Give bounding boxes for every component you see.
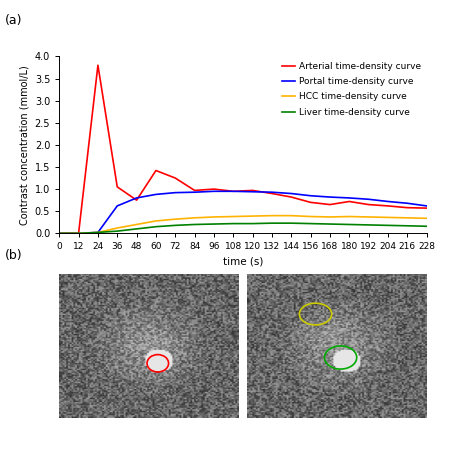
Liver time-density curve: [269, 220, 275, 226]
Liver time-density curve: [211, 221, 217, 227]
Portal time-density curve: [308, 193, 313, 198]
Arterial time-density curve: [250, 188, 255, 193]
Portal time-density curve: [173, 190, 178, 196]
Arterial time-density curve: [346, 199, 352, 204]
Liver time-density curve: [76, 230, 82, 236]
Arterial time-density curve: [173, 175, 178, 181]
Arterial time-density curve: [366, 202, 372, 207]
Portal time-density curve: [385, 199, 391, 204]
HCC time-density curve: [114, 225, 120, 231]
Line: HCC time-density curve: HCC time-density curve: [59, 216, 427, 233]
Portal time-density curve: [134, 195, 139, 201]
Arterial time-density curve: [424, 205, 429, 211]
Arterial time-density curve: [95, 63, 101, 68]
HCC time-density curve: [153, 218, 159, 224]
Arterial time-density curve: [211, 186, 217, 192]
Portal time-density curve: [288, 191, 294, 196]
HCC time-density curve: [173, 216, 178, 222]
Portal time-density curve: [250, 189, 255, 195]
Arterial time-density curve: [230, 188, 236, 194]
HCC time-density curve: [230, 214, 236, 219]
Arterial time-density curve: [134, 197, 139, 203]
HCC time-density curve: [76, 230, 82, 236]
Liver time-density curve: [230, 221, 236, 227]
Liver time-density curve: [288, 220, 294, 226]
Liver time-density curve: [192, 222, 198, 227]
X-axis label: time (s): time (s): [223, 257, 263, 267]
Portal time-density curve: [366, 196, 372, 202]
Arterial time-density curve: [288, 194, 294, 200]
Arterial time-density curve: [56, 230, 62, 236]
Liver time-density curve: [114, 228, 120, 234]
HCC time-density curve: [56, 230, 62, 236]
Arterial time-density curve: [269, 191, 275, 196]
HCC time-density curve: [211, 214, 217, 220]
Liver time-density curve: [95, 230, 101, 235]
Line: Liver time-density curve: Liver time-density curve: [59, 223, 427, 233]
Portal time-density curve: [76, 230, 82, 236]
Liver time-density curve: [308, 221, 313, 227]
Liver time-density curve: [424, 223, 429, 229]
HCC time-density curve: [192, 215, 198, 221]
HCC time-density curve: [327, 214, 333, 220]
HCC time-density curve: [269, 213, 275, 219]
Liver time-density curve: [404, 223, 410, 228]
Arterial time-density curve: [153, 168, 159, 173]
Line: Arterial time-density curve: Arterial time-density curve: [59, 65, 427, 233]
Portal time-density curve: [153, 192, 159, 197]
Arterial time-density curve: [385, 203, 391, 209]
Arterial time-density curve: [76, 230, 82, 236]
HCC time-density curve: [346, 214, 352, 219]
Portal time-density curve: [230, 188, 236, 194]
Line: Portal time-density curve: Portal time-density curve: [59, 191, 427, 233]
HCC time-density curve: [250, 213, 255, 219]
Arterial time-density curve: [114, 184, 120, 190]
Portal time-density curve: [269, 189, 275, 195]
Liver time-density curve: [153, 224, 159, 229]
Liver time-density curve: [173, 223, 178, 228]
Legend: Arterial time-density curve, Portal time-density curve, HCC time-density curve, : Arterial time-density curve, Portal time…: [278, 58, 425, 120]
Portal time-density curve: [424, 203, 429, 209]
HCC time-density curve: [424, 215, 429, 221]
Portal time-density curve: [404, 200, 410, 206]
HCC time-density curve: [134, 222, 139, 227]
Liver time-density curve: [56, 230, 62, 236]
HCC time-density curve: [404, 215, 410, 221]
Liver time-density curve: [327, 221, 333, 227]
Arterial time-density curve: [404, 205, 410, 211]
Portal time-density curve: [211, 188, 217, 194]
Portal time-density curve: [95, 230, 101, 235]
Portal time-density curve: [346, 195, 352, 201]
Liver time-density curve: [346, 222, 352, 227]
Portal time-density curve: [327, 194, 333, 200]
Liver time-density curve: [250, 221, 255, 227]
Y-axis label: Contrast concentration (mmol/L): Contrast concentration (mmol/L): [19, 65, 29, 225]
HCC time-density curve: [288, 213, 294, 219]
Portal time-density curve: [56, 230, 62, 236]
Arterial time-density curve: [308, 200, 313, 205]
Portal time-density curve: [192, 189, 198, 195]
Text: (a): (a): [5, 14, 22, 27]
Arterial time-density curve: [327, 202, 333, 207]
Text: (b): (b): [5, 249, 22, 262]
HCC time-density curve: [95, 230, 101, 235]
Liver time-density curve: [134, 226, 139, 232]
Liver time-density curve: [385, 223, 391, 228]
Arterial time-density curve: [192, 188, 198, 193]
HCC time-density curve: [366, 214, 372, 220]
HCC time-density curve: [385, 215, 391, 220]
HCC time-density curve: [308, 214, 313, 219]
Liver time-density curve: [366, 222, 372, 228]
Portal time-density curve: [114, 203, 120, 209]
